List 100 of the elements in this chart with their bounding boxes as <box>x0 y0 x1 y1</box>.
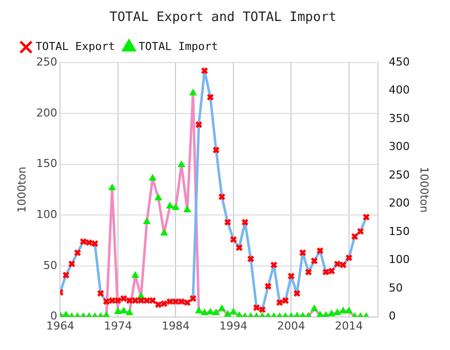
chart-title: TOTAL Export and TOTAL Import <box>110 10 336 26</box>
point <box>80 238 88 246</box>
y2-tick-label: 350 <box>388 112 410 125</box>
point <box>96 290 104 298</box>
point <box>62 271 70 279</box>
point <box>68 260 76 268</box>
point <box>212 146 220 154</box>
point <box>316 246 324 254</box>
point <box>241 218 249 226</box>
point <box>328 267 336 275</box>
point <box>172 204 180 210</box>
point <box>184 298 191 306</box>
y-tick-label: 50 <box>43 258 58 272</box>
point <box>218 193 226 201</box>
point <box>282 296 290 304</box>
point <box>270 261 278 269</box>
point <box>189 89 197 96</box>
point <box>310 304 318 312</box>
point <box>345 307 352 314</box>
point <box>166 202 174 208</box>
point <box>74 249 82 256</box>
point <box>310 257 318 265</box>
point <box>126 296 134 304</box>
point <box>166 298 174 306</box>
point <box>108 296 116 304</box>
point <box>160 300 168 308</box>
point <box>340 307 347 314</box>
y2-tick-label: 250 <box>388 168 410 182</box>
point <box>287 272 295 280</box>
point <box>206 308 214 315</box>
point <box>334 260 342 268</box>
point <box>120 294 128 302</box>
point <box>304 268 312 276</box>
point <box>143 296 151 304</box>
point <box>195 120 203 128</box>
x-tick-label: 1994 <box>219 319 248 332</box>
point <box>334 308 341 316</box>
legend-label: TOTAL Import <box>138 40 218 53</box>
point <box>137 296 145 304</box>
point <box>132 296 139 304</box>
point <box>189 294 197 302</box>
point <box>200 67 208 74</box>
point <box>85 238 93 246</box>
point <box>356 228 364 236</box>
point <box>339 261 347 269</box>
point <box>328 310 336 316</box>
point <box>206 93 214 101</box>
y2-tick-label: 400 <box>388 84 410 97</box>
y2-tick-label: 150 <box>388 224 410 238</box>
point <box>114 296 122 304</box>
y-tick-label: 100 <box>36 208 58 221</box>
point <box>91 240 99 248</box>
x-tick-label: 2004 <box>277 319 306 332</box>
point <box>126 308 134 316</box>
point <box>148 296 156 304</box>
y2-tick-label: 200 <box>388 196 410 210</box>
point <box>102 298 110 306</box>
point <box>143 218 150 224</box>
point <box>120 307 128 314</box>
point <box>178 160 185 168</box>
point <box>184 206 191 212</box>
y-axis-title: 1000ton <box>15 166 28 213</box>
point <box>230 236 238 244</box>
point <box>276 298 284 306</box>
y2-tick-label: 450 <box>388 55 410 68</box>
point <box>258 306 266 314</box>
point <box>345 254 353 262</box>
point <box>235 244 243 252</box>
legend-label: TOTAL Export <box>36 40 115 53</box>
point <box>154 300 162 308</box>
point <box>154 194 162 200</box>
point <box>224 218 232 226</box>
point <box>230 308 237 315</box>
point <box>264 282 272 290</box>
point <box>212 308 220 316</box>
y2-tick-label: 0 <box>388 310 396 323</box>
point <box>218 304 226 312</box>
point <box>132 272 139 278</box>
point <box>195 307 202 314</box>
point <box>322 268 330 276</box>
y2-tick-label: 300 <box>388 140 410 154</box>
point <box>252 304 260 312</box>
y2-axis-title: 1000ton <box>418 166 431 213</box>
point <box>201 308 208 316</box>
y-tick-label: 250 <box>36 55 58 68</box>
point <box>172 298 180 306</box>
y2-tick-label: 50 <box>388 281 403 294</box>
x-tick-label: 1984 <box>162 319 190 332</box>
point <box>160 229 168 236</box>
x-tick-label: 1974 <box>104 319 132 332</box>
point <box>108 184 116 190</box>
point <box>114 308 122 314</box>
point <box>299 249 306 256</box>
y-tick-label: 150 <box>36 157 58 170</box>
x-tick-label: 2014 <box>334 319 363 332</box>
y-tick-label: 200 <box>36 106 58 120</box>
point <box>149 174 156 181</box>
point <box>224 310 232 317</box>
point <box>362 213 370 221</box>
point <box>350 232 358 240</box>
